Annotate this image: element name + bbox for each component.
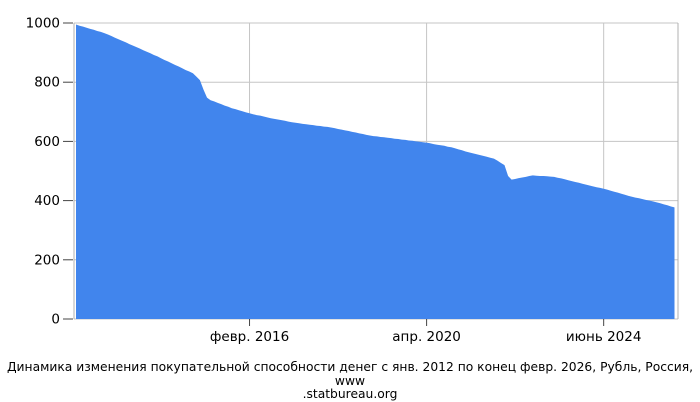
y-tick-label: 600 <box>34 134 60 150</box>
caption-line-1: Динамика изменения покупательной способн… <box>6 360 694 388</box>
purchasing-power-area-chart: 0 200 400 600 800 1000 февр. 2016 апр. 2020 июнь… <box>26 16 679 345</box>
y-tick-label: 1000 <box>26 16 60 32</box>
x-tick-label: апр. 2020 <box>392 329 461 345</box>
y-tick-label: 800 <box>34 75 60 91</box>
y-tick-label: 400 <box>34 193 60 209</box>
y-tick-label: 0 <box>51 312 60 328</box>
caption-line-2: .statbureau.org <box>302 387 398 401</box>
chart-caption: Динамика изменения покупательной способн… <box>0 360 700 402</box>
purchasing-power-series-area <box>76 24 675 319</box>
y-tick-label: 200 <box>34 252 60 268</box>
x-tick-label: февр. 2016 <box>210 329 289 345</box>
x-tick-label: июнь 2024 <box>566 329 642 345</box>
